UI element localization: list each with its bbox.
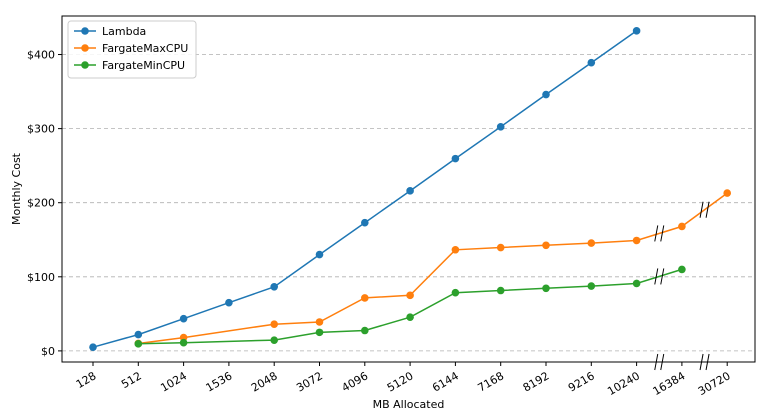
series-1-point-12 <box>632 236 641 245</box>
y-tick-label-1: $100 <box>27 271 55 284</box>
series-2-point-8 <box>451 288 460 297</box>
series-line-1 <box>138 192 728 345</box>
x-tick-label-8: 6144 <box>430 369 461 394</box>
x-tick-label-9: 7168 <box>475 369 506 394</box>
x-tick-label-7: 5120 <box>385 369 416 394</box>
y-tick-label-0: $0 <box>41 345 55 358</box>
legend-marker-1 <box>81 44 89 52</box>
grid-lines <box>62 54 755 352</box>
series-0-point-8 <box>451 154 460 163</box>
y-axis-label: Monthly Cost <box>10 152 23 225</box>
series-0-point-1 <box>134 330 143 339</box>
legend-label-1: FargateMaxCPU <box>102 42 188 55</box>
series-0-point-9 <box>496 122 505 131</box>
series-line-2 <box>138 268 683 345</box>
plot-frame <box>61 15 756 363</box>
legend-marker-0 <box>81 27 89 35</box>
series-0-point-11 <box>587 58 596 67</box>
axis-break-marks <box>654 201 710 371</box>
legend-label-0: Lambda <box>102 25 146 38</box>
series-1-point-5 <box>315 318 324 326</box>
x-tick-label-6: 4096 <box>340 369 371 394</box>
series-1-point-11 <box>587 239 596 247</box>
series-0-point-4 <box>270 282 279 291</box>
series-2-point-11 <box>587 282 596 290</box>
x-tick-label-13: 16384 <box>651 369 688 398</box>
series-0-point-6 <box>361 218 369 227</box>
series-2-point-1 <box>134 340 143 348</box>
series-2-point-10 <box>542 284 550 293</box>
series-0-point-3 <box>225 298 233 307</box>
y-tick-label-2: $200 <box>27 197 55 210</box>
legend-box <box>67 20 197 79</box>
legend-label-2: FargateMinCPU <box>102 59 185 72</box>
series-2-point-7 <box>406 313 414 321</box>
x-tick-label-12: 10240 <box>605 369 642 398</box>
series-0-point-0 <box>89 343 97 351</box>
x-tick-label-0: 128 <box>74 369 99 391</box>
series-0-point-12 <box>632 27 641 35</box>
series-2-break-1-0 <box>654 268 659 285</box>
series-0-point-10 <box>542 90 550 99</box>
series-1-break-1-0 <box>654 225 659 242</box>
x-tick-label-14: 30720 <box>696 369 733 398</box>
series-layer <box>89 27 731 351</box>
x-axis-label: MB Allocated <box>373 398 445 411</box>
legend: Lambda FargateMaxCPU FargateMinCPU <box>67 20 197 79</box>
series-1-point-10 <box>542 241 550 250</box>
x-tick-label-2: 1024 <box>158 369 189 394</box>
series-2-point-6 <box>361 326 369 335</box>
legend-marker-2 <box>81 61 89 69</box>
series-2-point-5 <box>315 328 324 337</box>
series-1-point-13 <box>678 222 686 231</box>
x-tick-label-10: 8192 <box>521 369 552 394</box>
series-2-point-9 <box>496 286 505 295</box>
series-1-break-1-1 <box>660 225 665 242</box>
series-1-break-2-1 <box>705 201 710 218</box>
x-tick-label-11: 9216 <box>566 369 597 394</box>
y-tick-label-4: $400 <box>27 49 55 62</box>
series-1-point-8 <box>451 245 460 254</box>
series-0-point-2 <box>179 314 188 323</box>
series-2-break-1-1 <box>660 268 665 285</box>
series-2-point-2 <box>179 338 188 347</box>
x-tick-label-1: 512 <box>119 369 144 391</box>
series-2-point-12 <box>632 279 641 288</box>
x-tick-label-3: 1536 <box>204 369 235 394</box>
series-1-point-7 <box>406 291 414 300</box>
series-1-point-4 <box>270 320 279 329</box>
y-axis-ticks: $0 $100 $200 $300 $400 <box>27 49 62 358</box>
x-axis-ticks: 128 512 1024 1536 2048 3072 4096 5120 6144 7168 81… <box>74 362 733 398</box>
series-2-point-13 <box>678 265 686 274</box>
series-0-point-7 <box>406 187 414 195</box>
series-1-break-2-0 <box>699 201 704 218</box>
x-tick-label-4: 2048 <box>249 369 280 394</box>
series-0-point-5 <box>315 250 324 259</box>
series-2-point-4 <box>270 336 279 344</box>
series-1-point-6 <box>361 294 369 302</box>
series-1-point-9 <box>496 243 505 252</box>
x-tick-label-5: 3072 <box>294 369 325 394</box>
series-1-point-14 <box>723 189 731 197</box>
y-tick-label-3: $300 <box>27 123 55 136</box>
